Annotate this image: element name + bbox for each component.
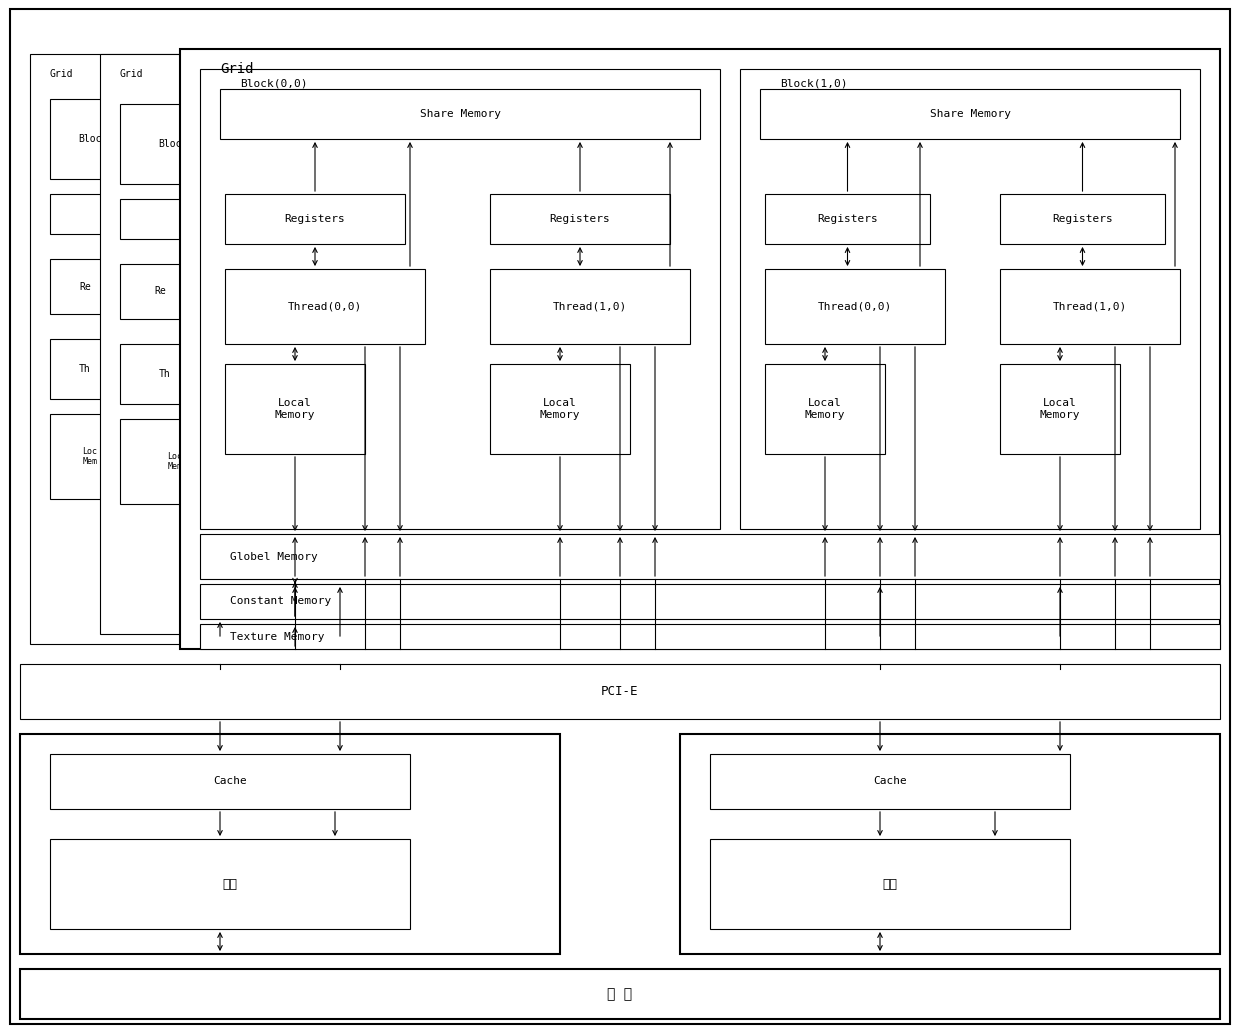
Text: Local
Memory: Local Memory: [1040, 398, 1080, 420]
Text: Cache: Cache: [213, 777, 247, 786]
Text: Registers: Registers: [549, 214, 610, 224]
Bar: [680, 734, 1220, 954]
Text: Registers: Registers: [1052, 214, 1112, 224]
Bar: [200, 534, 1220, 579]
Bar: [30, 54, 830, 644]
Bar: [224, 269, 425, 344]
Bar: [999, 194, 1166, 244]
Text: Th: Th: [159, 369, 171, 379]
Bar: [100, 54, 930, 634]
Bar: [50, 339, 135, 399]
Text: Grid: Grid: [219, 62, 253, 76]
Bar: [120, 419, 246, 504]
Bar: [490, 269, 689, 344]
Text: Grid: Grid: [50, 69, 73, 79]
Text: Local
Memory: Local Memory: [805, 398, 846, 420]
Bar: [200, 69, 720, 529]
Bar: [50, 194, 130, 234]
Bar: [50, 754, 410, 809]
Text: Constant Memory: Constant Memory: [229, 597, 331, 606]
Bar: [711, 754, 1070, 809]
Text: Re: Re: [79, 282, 91, 291]
Text: Block(1,0): Block(1,0): [780, 79, 847, 88]
Bar: [50, 414, 160, 499]
Text: Thread(0,0): Thread(0,0): [288, 301, 362, 312]
Text: Cache: Cache: [873, 777, 906, 786]
Bar: [20, 734, 560, 954]
Bar: [20, 969, 1220, 1019]
Bar: [120, 264, 205, 319]
Bar: [50, 99, 200, 179]
Text: Local
Memory: Local Memory: [275, 398, 315, 420]
Bar: [224, 364, 365, 454]
Bar: [120, 199, 200, 239]
Bar: [490, 364, 630, 454]
Text: Registers: Registers: [817, 214, 878, 224]
Bar: [711, 839, 1070, 929]
Bar: [180, 49, 1220, 649]
Bar: [200, 624, 1220, 649]
Bar: [490, 194, 670, 244]
Text: 内存: 内存: [222, 878, 238, 890]
Bar: [120, 344, 210, 404]
Bar: [200, 584, 1220, 619]
Text: PCI-E: PCI-E: [601, 685, 639, 698]
Text: Texture Memory: Texture Memory: [229, 632, 325, 641]
Text: 存 储: 存 储: [608, 987, 632, 1001]
Text: Bloc: Bloc: [159, 139, 182, 149]
Text: Grid: Grid: [120, 69, 144, 79]
Bar: [999, 364, 1120, 454]
Text: Share Memory: Share Memory: [419, 109, 501, 119]
Text: Re: Re: [154, 286, 166, 296]
Text: Registers: Registers: [285, 214, 346, 224]
Bar: [765, 269, 945, 344]
Text: Loc
Mem: Loc Mem: [83, 447, 98, 466]
Text: Share Memory: Share Memory: [930, 109, 1011, 119]
Text: 内存: 内存: [883, 878, 898, 890]
Text: Thread(1,0): Thread(1,0): [1053, 301, 1127, 312]
Bar: [120, 104, 290, 184]
Bar: [999, 269, 1180, 344]
Bar: [20, 664, 1220, 719]
Bar: [765, 364, 885, 454]
Bar: [740, 69, 1200, 529]
Text: Th: Th: [79, 364, 91, 374]
Text: Thread(0,0): Thread(0,0): [818, 301, 892, 312]
Text: Local
Memory: Local Memory: [539, 398, 580, 420]
Text: Bloc: Bloc: [78, 134, 102, 144]
Bar: [50, 259, 130, 314]
Bar: [765, 194, 930, 244]
Text: Block(0,0): Block(0,0): [241, 79, 308, 88]
Bar: [50, 839, 410, 929]
Bar: [219, 88, 701, 139]
Text: Thread(1,0): Thread(1,0): [553, 301, 627, 312]
Text: Globel Memory: Globel Memory: [229, 552, 317, 562]
Text: Loc
Mem: Loc Mem: [167, 452, 182, 471]
Bar: [760, 88, 1180, 139]
Bar: [224, 194, 405, 244]
